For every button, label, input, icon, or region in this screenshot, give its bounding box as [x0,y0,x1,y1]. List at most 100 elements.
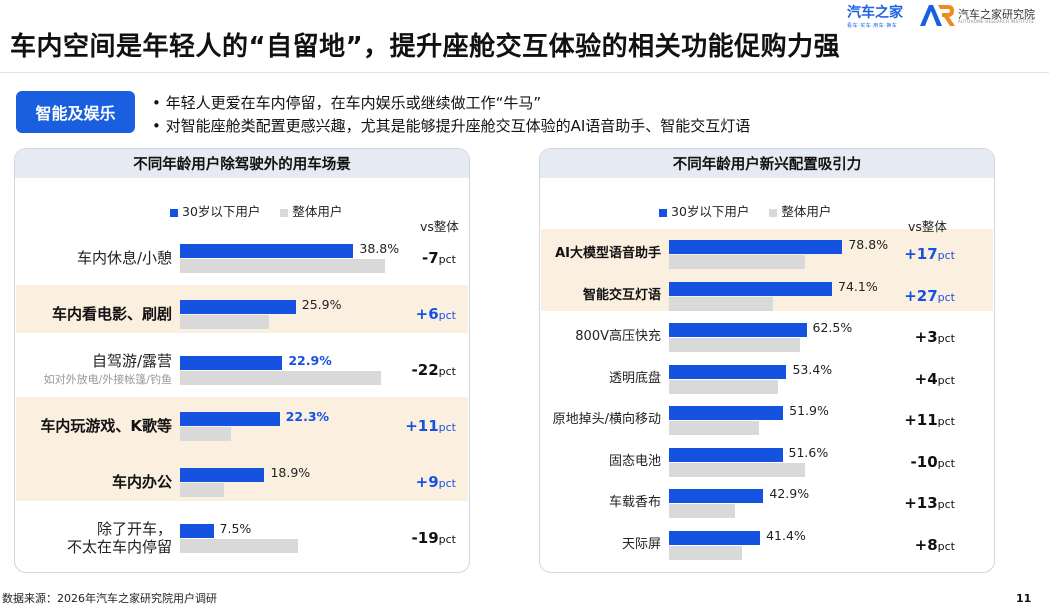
category-label-line: 800V高压快充 [575,329,661,344]
new-features-chart-title: 不同年龄用户新兴配置吸引力 [540,149,994,178]
diff-unit: pct [438,253,456,266]
bar-young [669,281,833,296]
category-label-line: 原地掉头/横向移动 [552,412,661,427]
diff-unit: pct [937,456,955,470]
category-label-line: 车载香布 [608,495,661,510]
category-label: AI大模型语音助手 [555,245,661,263]
bar-overall [669,421,759,435]
diff-value: -10pct [911,453,955,471]
diff-unit: pct [937,290,955,304]
bullet-1: • 年轻人更爱在车内停留，在车内娱乐或继续做工作“牛马” [152,94,542,112]
category-label: 800V高压快充 [575,328,661,346]
category-label: 车载香布 [609,494,661,512]
research-institute-logo: 汽车之家研究院 AUTOHOME RESEARCH INSTITUTE [918,2,1035,32]
category-label-line: AI大模型语音助手 [555,246,661,261]
category-label-line: 车内休息/小憩 [76,249,172,267]
diff-number: +4 [914,369,938,388]
diff-value: +27pct [904,287,955,305]
bar-overall [180,315,269,329]
diff-number: -22 [411,361,439,379]
category-label: 原地掉头/横向移动 [553,411,661,429]
legend-overall-swatch [769,208,778,217]
category-label: 智能交互灯语 [583,287,661,305]
right-vs-header: vs整体 [908,219,947,234]
autohome-logo: 汽车之家 看车·买车·用车·换车 [847,5,903,29]
category-label-line: 车内玩游戏、K歌等 [40,417,172,435]
diff-unit: pct [438,533,456,546]
category-label-line: 车内看电影、刷剧 [51,305,172,323]
bar-overall [669,462,805,477]
right-legend: 30岁以下用户 整体用户 [659,201,847,220]
diff-number: +17 [904,245,938,263]
diff-number: +11 [405,417,439,435]
value-label: 53.4% [792,361,833,377]
diff-number: -7 [421,249,439,267]
legend-overall: 整体用户 [769,201,831,220]
bar-young [180,412,280,426]
new-features-chart-panel: 不同年龄用户新兴配置吸引力 [539,148,995,573]
header-divider [0,72,1049,73]
diff-value: +17pct [904,245,955,263]
legend-young: 30岁以下用户 [170,201,260,220]
bar-young [669,323,807,337]
left-vs-header: vs整体 [420,219,459,234]
diff-value: +11pct [904,411,955,429]
value-label: 25.9% [301,297,342,312]
bar-young [669,364,787,379]
diff-unit: pct [937,332,955,345]
bar-young [669,530,761,545]
bar-overall [669,296,773,311]
diff-value: -22pct [412,361,456,379]
diff-unit: pct [438,365,456,378]
diff-unit: pct [937,373,955,387]
category-label-line: 不太在车内停留 [66,538,172,556]
category-label: 自驾游/露营 如对外放电/外接帐篷/钓鱼 [44,352,172,389]
diff-number: +27 [904,286,938,305]
value-label: 51.9% [789,403,829,418]
bar-young [669,489,764,503]
bar-overall [180,539,299,553]
value-label: 74.1% [838,278,878,294]
category-label: 固态电池 [609,453,661,471]
usage-scenario-chart-panel: 不同年龄用户除驾驶外的用车场景 [14,148,470,573]
category-label-line: 固态电池 [608,453,661,469]
value-label: 78.8% [848,237,889,252]
diff-value: -7pct [422,249,456,267]
diff-unit: pct [937,249,955,262]
category-label-line: 透明底盘 [608,370,661,386]
diff-number: +6 [415,305,439,323]
value-label: 42.9% [769,486,810,501]
legend-overall-swatch [280,208,289,217]
value-label: 7.5% [219,521,252,536]
diff-number: +3 [914,328,938,346]
category-label-line: 自驾游/露营 [91,352,172,370]
diff-unit: pct [937,539,955,553]
category-label: 除了开车， 不太在车内停留 [67,520,172,556]
diff-value: +6pct [416,305,456,323]
diff-unit: pct [438,309,456,322]
category-label: 透明底盘 [609,370,661,388]
diff-value: +3pct [915,328,955,346]
diff-unit: pct [438,421,456,434]
bar-young [669,447,783,462]
usage-scenario-chart-title: 不同年龄用户除驾驶外的用车场景 [15,149,469,178]
value-label: 38.8% [359,241,400,256]
category-label: 天际屏 [622,536,661,554]
category-label: 车内休息/小憩 [77,249,172,267]
legend-young-swatch [659,208,667,217]
bar-overall [180,371,381,385]
diff-number: +13 [904,494,938,512]
diff-number: -19 [411,529,439,547]
category-label: 车内玩游戏、K歌等 [40,417,172,435]
diff-number: +8 [914,535,938,554]
diff-number: +11 [904,411,938,429]
legend-young: 30岁以下用户 [659,201,749,220]
category-label-line: 车内办公 [111,473,172,491]
value-label: 51.6% [788,444,829,460]
value-label: 41.4% [766,527,806,543]
legend-young-swatch [170,208,178,217]
value-label: 22.3% [285,409,330,424]
legend-overall: 整体用户 [280,201,342,220]
diff-value: +8pct [915,536,955,554]
section-tag: 智能及娱乐 [16,91,135,133]
